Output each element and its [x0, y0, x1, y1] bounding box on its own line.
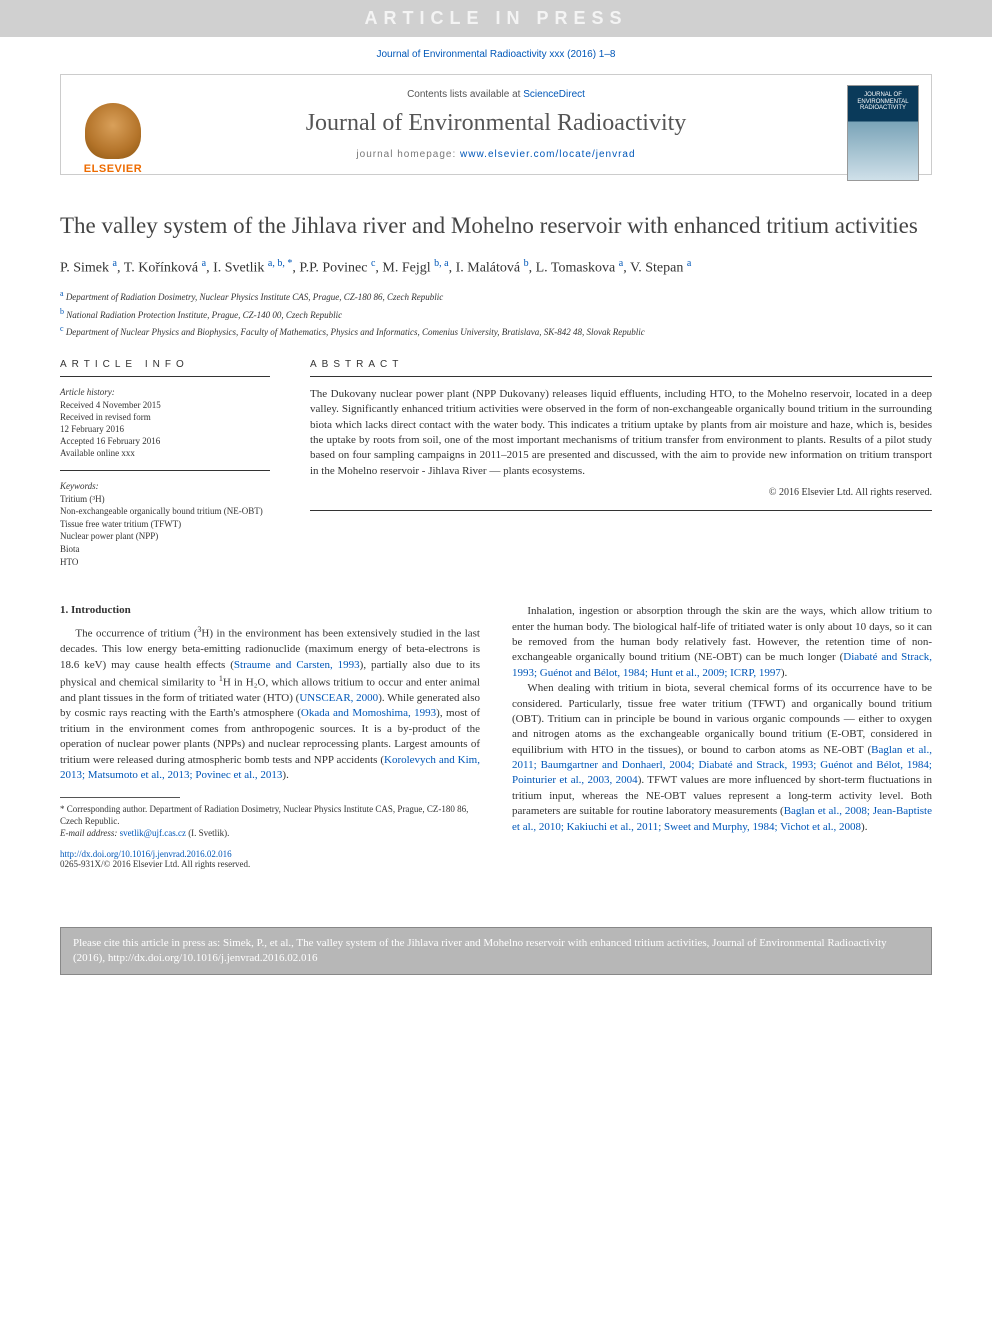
contents-prefix: Contents lists available at — [407, 89, 523, 100]
abstract-column: ABSTRACT The Dukovany nuclear power plan… — [310, 359, 932, 568]
keyword: Tissue free water tritium (TFWT) — [60, 518, 270, 531]
history-line: Accepted 16 February 2016 — [60, 435, 270, 447]
keywords-label: Keywords: — [60, 481, 270, 491]
ref-unscear-2000[interactable]: UNSCEAR, 2000 — [299, 692, 378, 704]
body-two-column: 1. Introduction The occurrence of tritiu… — [60, 604, 932, 869]
ref-straume-carsten-1993[interactable]: Straume and Carsten, 1993 — [234, 659, 360, 671]
doi-block: http://dx.doi.org/10.1016/j.jenvrad.2016… — [60, 849, 480, 859]
journal-cover-thumbnail: JOURNAL OF ENVIRONMENTAL RADIOACTIVITY — [847, 85, 919, 181]
journal-homepage-line: journal homepage: www.elsevier.com/locat… — [171, 149, 821, 160]
keyword: Nuclear power plant (NPP) — [60, 530, 270, 543]
keyword: HTO — [60, 556, 270, 569]
contents-lists-line: Contents lists available at ScienceDirec… — [171, 89, 821, 100]
abstract-heading: ABSTRACT — [310, 359, 932, 377]
intro-para-2: Inhalation, ingestion or absorption thro… — [512, 604, 932, 681]
keyword: Tritium (³H) — [60, 493, 270, 506]
elsevier-tree-icon — [85, 103, 141, 159]
history-line: Available online xxx — [60, 447, 270, 459]
history-line: Received 4 November 2015 — [60, 399, 270, 411]
article-info-heading: ARTICLE INFO — [60, 359, 270, 377]
t7: ). — [282, 769, 288, 781]
t12: ). — [861, 821, 867, 833]
homepage-prefix: journal homepage: — [356, 149, 460, 160]
article-title: The valley system of the Jihlava river a… — [60, 211, 932, 241]
article-history-block: Article history: Received 4 November 201… — [60, 387, 270, 471]
cover-thumb-label: JOURNAL OF ENVIRONMENTAL RADIOACTIVITY — [852, 92, 914, 112]
history-label: Article history: — [60, 387, 270, 397]
article-in-press-banner: ARTICLE IN PRESS — [0, 0, 992, 37]
journal-homepage-link[interactable]: www.elsevier.com/locate/jenvrad — [460, 149, 636, 160]
email-who: (I. Svetlik). — [186, 828, 230, 838]
t1: The occurrence of tritium ( — [75, 628, 197, 640]
t9: ). — [781, 667, 787, 679]
intro-para-3: When dealing with tritium in biota, seve… — [512, 681, 932, 835]
please-cite-box: Please cite this article in press as: Si… — [60, 927, 932, 975]
affiliations-block: a Department of Radiation Dosimetry, Nuc… — [60, 288, 932, 339]
keyword: Non-exchangeable organically bound triti… — [60, 505, 270, 518]
email-label: E-mail address: — [60, 828, 120, 838]
abstract-text: The Dukovany nuclear power plant (NPP Du… — [310, 387, 932, 479]
t10: When dealing with tritium in biota, seve… — [512, 682, 932, 756]
author-list: P. Simek a, T. Kořínková a, I. Svetlik a… — [60, 257, 932, 278]
footnote-separator — [60, 797, 180, 798]
keyword: Biota — [60, 543, 270, 556]
history-line: 12 February 2016 — [60, 423, 270, 435]
section-1-heading: 1. Introduction — [60, 604, 480, 616]
email-footnote: E-mail address: svetlik@ujf.cas.cz (I. S… — [60, 828, 480, 840]
affiliation-c: c Department of Nuclear Physics and Biop… — [60, 323, 932, 339]
elsevier-wordmark: ELSEVIER — [84, 163, 142, 175]
top-citation: Journal of Environmental Radioactivity x… — [60, 49, 932, 60]
doi-link[interactable]: http://dx.doi.org/10.1016/j.jenvrad.2016… — [60, 849, 232, 859]
sciencedirect-link[interactable]: ScienceDirect — [523, 89, 585, 100]
corresponding-email-link[interactable]: svetlik@ujf.cas.cz — [120, 828, 186, 838]
abstract-copyright: © 2016 Elsevier Ltd. All rights reserved… — [310, 487, 932, 498]
issn-copyright-line: 0265-931X/© 2016 Elsevier Ltd. All right… — [60, 859, 480, 869]
intro-para-1: The occurrence of tritium (3H) in the en… — [60, 624, 480, 783]
journal-header-box: ELSEVIER JOURNAL OF ENVIRONMENTAL RADIOA… — [60, 74, 932, 175]
corresponding-author-footnote: * Corresponding author. Department of Ra… — [60, 804, 480, 827]
article-info-column: ARTICLE INFO Article history: Received 4… — [60, 359, 270, 568]
ref-okada-1993[interactable]: Okada and Momoshima, 1993 — [301, 707, 436, 719]
history-line: Received in revised form — [60, 411, 270, 423]
journal-name: Journal of Environmental Radioactivity — [171, 110, 821, 137]
affiliation-a: a Department of Radiation Dosimetry, Nuc… — [60, 288, 932, 304]
affiliation-b: b National Radiation Protection Institut… — [60, 306, 932, 322]
elsevier-logo: ELSEVIER — [73, 85, 153, 175]
